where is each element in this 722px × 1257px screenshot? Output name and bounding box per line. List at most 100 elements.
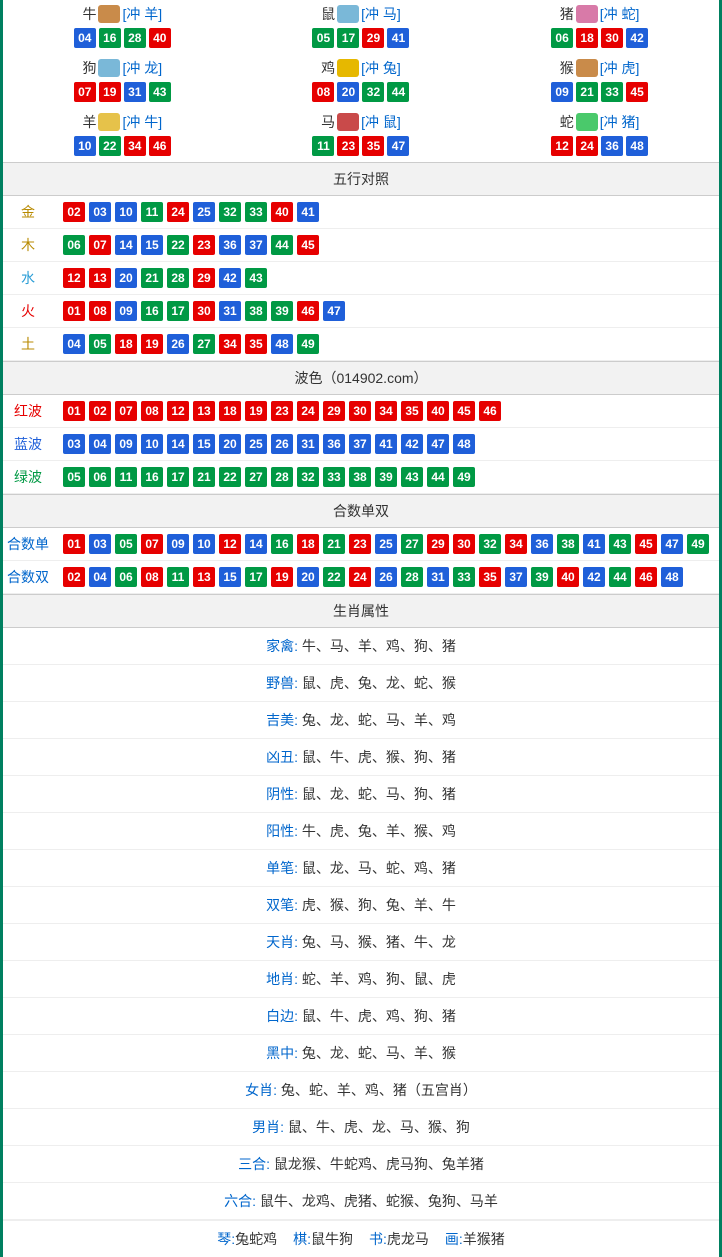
attr-value: 蛇、羊、鸡、狗、鼠、虎	[298, 971, 456, 987]
zodiac-conflict: [冲 蛇]	[600, 4, 640, 24]
number-ball: 37	[349, 434, 371, 454]
number-ball: 16	[99, 28, 121, 48]
number-ball: 29	[323, 401, 345, 421]
row-label: 合数单	[3, 534, 53, 554]
attr-label: 男肖:	[252, 1119, 284, 1135]
number-ball: 26	[375, 567, 397, 587]
number-ball: 40	[557, 567, 579, 587]
attr-value: 牛、虎、兔、羊、猴、鸡	[298, 823, 456, 839]
number-ball: 45	[626, 82, 648, 102]
number-ball: 41	[583, 534, 605, 554]
number-ball: 43	[401, 467, 423, 487]
number-ball: 06	[89, 467, 111, 487]
zodiac-cell: 牛[冲 羊]04162840	[3, 0, 242, 54]
zodiac-balls: 10223446	[3, 136, 242, 156]
bottom-row: 琴:兔蛇鸡棋:鼠牛狗书:虎龙马画:羊猴猪	[3, 1220, 719, 1257]
number-ball: 23	[349, 534, 371, 554]
zodiac-conflict: [冲 鼠]	[361, 112, 401, 132]
number-ball: 24	[349, 567, 371, 587]
number-ball: 17	[337, 28, 359, 48]
zodiac-conflict: [冲 猪]	[600, 112, 640, 132]
zodiac-balls: 08203244	[242, 82, 481, 102]
number-ball: 04	[89, 434, 111, 454]
zodiac-balls: 04162840	[3, 28, 242, 48]
number-ball: 24	[576, 136, 598, 156]
attr-label: 野兽:	[266, 675, 298, 691]
number-ball: 11	[141, 202, 163, 222]
number-ball: 41	[375, 434, 397, 454]
row-balls: 0204060811131517192022242628313335373940…	[53, 567, 683, 587]
number-ball: 05	[312, 28, 334, 48]
number-ball: 36	[219, 235, 241, 255]
zodiac-name: 猴	[560, 58, 574, 78]
table-row: 合数单0103050709101214161821232527293032343…	[3, 528, 719, 561]
zodiac-icon	[98, 59, 120, 77]
bottom-value: 鼠牛狗	[311, 1231, 353, 1247]
attr-row: 地肖: 蛇、羊、鸡、狗、鼠、虎	[3, 961, 719, 998]
number-ball: 36	[323, 434, 345, 454]
attr-value: 鼠牛、龙鸡、虎猪、蛇猴、兔狗、马羊	[256, 1193, 498, 1209]
number-ball: 31	[297, 434, 319, 454]
row-label: 火	[3, 301, 53, 321]
number-ball: 23	[271, 401, 293, 421]
number-ball: 12	[63, 268, 85, 288]
attr-label: 六合:	[224, 1193, 256, 1209]
zodiac-name: 猪	[560, 4, 574, 24]
number-ball: 32	[219, 202, 241, 222]
number-ball: 40	[427, 401, 449, 421]
attr-label: 白边:	[266, 1008, 298, 1024]
attr-row: 阳性: 牛、虎、兔、羊、猴、鸡	[3, 813, 719, 850]
zodiac-balls: 06183042	[480, 28, 719, 48]
number-ball: 45	[297, 235, 319, 255]
number-ball: 34	[124, 136, 146, 156]
number-ball: 16	[141, 467, 163, 487]
zodiac-grid: 牛[冲 羊]04162840鼠[冲 马]05172941猪[冲 蛇]061830…	[3, 0, 719, 162]
number-ball: 33	[601, 82, 623, 102]
number-ball: 35	[401, 401, 423, 421]
bottom-value: 虎龙马	[387, 1231, 429, 1247]
number-ball: 18	[115, 334, 137, 354]
attr-value: 鼠、虎、兔、龙、蛇、猴	[298, 675, 456, 691]
number-ball: 39	[375, 467, 397, 487]
number-ball: 48	[661, 567, 683, 587]
zodiac-conflict: [冲 龙]	[122, 58, 162, 78]
number-ball: 11	[115, 467, 137, 487]
number-ball: 32	[479, 534, 501, 554]
row-balls: 03040910141520252631363741424748	[53, 434, 475, 454]
row-label: 土	[3, 334, 53, 354]
zodiac-cell: 鸡[冲 兔]08203244	[242, 54, 481, 108]
number-ball: 43	[609, 534, 631, 554]
bottom-pair: 棋:鼠牛狗	[293, 1229, 353, 1249]
number-ball: 44	[609, 567, 631, 587]
number-ball: 40	[149, 28, 171, 48]
attr-value: 兔、蛇、羊、鸡、猪（五宫肖）	[277, 1082, 477, 1098]
number-ball: 45	[453, 401, 475, 421]
number-ball: 49	[297, 334, 319, 354]
attr-row: 野兽: 鼠、虎、兔、龙、蛇、猴	[3, 665, 719, 702]
number-ball: 09	[115, 434, 137, 454]
number-ball: 47	[323, 301, 345, 321]
row-balls: 0103050709101214161821232527293032343638…	[53, 534, 709, 554]
number-ball: 27	[401, 534, 423, 554]
number-ball: 13	[193, 401, 215, 421]
attr-label: 天肖:	[266, 934, 298, 950]
number-ball: 30	[193, 301, 215, 321]
number-ball: 46	[479, 401, 501, 421]
number-ball: 17	[167, 301, 189, 321]
bose-header: 波色（014902.com）	[3, 361, 719, 395]
number-ball: 05	[89, 334, 111, 354]
number-ball: 05	[115, 534, 137, 554]
number-ball: 24	[297, 401, 319, 421]
number-ball: 12	[167, 401, 189, 421]
attr-label: 黑中:	[266, 1045, 298, 1061]
number-ball: 30	[349, 401, 371, 421]
number-ball: 06	[63, 235, 85, 255]
attr-value: 鼠龙猴、牛蛇鸡、虎马狗、兔羊猪	[270, 1156, 484, 1172]
row-balls: 06071415222336374445	[53, 235, 319, 255]
number-ball: 26	[271, 434, 293, 454]
number-ball: 31	[124, 82, 146, 102]
number-ball: 15	[193, 434, 215, 454]
number-ball: 25	[245, 434, 267, 454]
number-ball: 24	[167, 202, 189, 222]
number-ball: 47	[387, 136, 409, 156]
